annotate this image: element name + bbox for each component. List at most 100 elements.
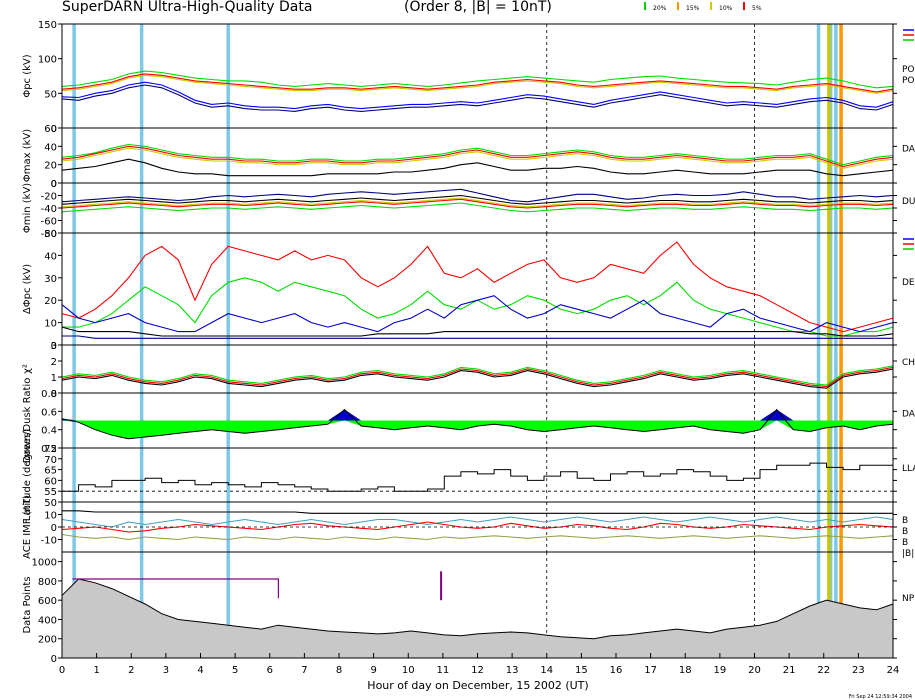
figure-subtitle: (Order 8, |B| = 10nT)	[404, 0, 552, 15]
x-axis: 0 1 2 3 4 5 6 7 8 9 10 11 12 13 14 15 16 17 18 19 20 21 22 23 24	[59, 653, 900, 676]
x-tick-label: 20	[748, 665, 761, 676]
series-line	[61, 70, 894, 89]
y-tick-label: 0	[51, 124, 57, 135]
x-tick-label: 24	[887, 665, 900, 676]
x-tick-label: 1	[93, 665, 99, 676]
y-tick-label: 0.4	[41, 426, 57, 437]
y-tick-label: 75	[44, 444, 57, 455]
series-line	[61, 84, 894, 112]
y-tick-label: 400	[38, 615, 57, 626]
series-line	[61, 241, 894, 333]
y-tick-label: 20	[44, 161, 57, 172]
series-line	[61, 81, 894, 110]
panel-dawn-dusk: 0.2 0.4 0.6 0.8 Dawn/Dusk Ratio DA	[22, 378, 915, 464]
x-tick-label: 13	[506, 665, 519, 676]
panel-dphi-pc: 0 10 20 30 40 50 ΔΦpc (kV) DE	[22, 229, 915, 352]
panel-data-points: 0 200 400 600 800 1000 Data Points NP	[22, 551, 915, 665]
x-tick-label: 7	[301, 665, 307, 676]
y-tick-label: 0	[51, 179, 57, 190]
y-tick-label: 2	[51, 357, 57, 368]
series-line	[62, 510, 893, 514]
y-tick-label: -10	[41, 536, 57, 547]
right-label: B	[902, 516, 908, 526]
legend-label: 20%	[653, 5, 667, 12]
series-line	[61, 194, 894, 205]
series-line	[61, 74, 894, 94]
panel-phi-min: -80-60 -40-20 0 Φmin (kV) DU	[22, 179, 915, 240]
y-tick-label: 70	[44, 455, 57, 466]
y-tick-label: 50	[44, 229, 57, 240]
series-line	[61, 73, 894, 93]
latitude-line	[62, 462, 894, 492]
ratio-line	[61, 408, 894, 440]
series-line	[61, 533, 894, 541]
x-axis-label: Hour of day on December, 15 2002 (UT)	[367, 679, 588, 692]
y-axis-label: Φmax (kV)	[22, 129, 33, 182]
panel-phi-max: 0 20 40 60 Φmax (kV) DA	[22, 124, 915, 190]
y-tick-label: 0	[51, 654, 57, 665]
panel-frame	[61, 127, 894, 184]
series-line	[61, 368, 894, 389]
y-tick-label: 20	[44, 296, 57, 307]
legend-label: 10%	[719, 5, 733, 12]
y-tick-label: 3	[51, 341, 57, 352]
series-line	[61, 366, 894, 388]
x-tick-label: 23	[852, 665, 865, 676]
y-tick-label: -60	[41, 217, 57, 228]
y-tick-label: 40	[44, 251, 57, 262]
highlight-bands	[72, 24, 843, 658]
x-tick-label: 8	[336, 665, 342, 676]
right-label: CH	[902, 358, 915, 368]
legend-label: 15%	[686, 5, 700, 12]
x-tick-label: 9	[370, 665, 376, 676]
series-line	[61, 202, 894, 213]
y-tick-label: -20	[41, 192, 57, 203]
y-tick-label: 40	[44, 142, 57, 153]
y-tick-label: 1	[51, 373, 57, 384]
series-line	[61, 147, 894, 169]
right-label: DE	[902, 278, 915, 288]
y-axis-label: Data Points	[22, 576, 33, 633]
series-line	[61, 158, 894, 177]
right-label: DU	[902, 197, 915, 207]
y-tick-label: 600	[38, 596, 57, 607]
y-tick-label: 0.2	[41, 444, 57, 455]
series-line	[61, 295, 894, 333]
y-tick-label: 60	[44, 124, 57, 135]
right-label: LLA	[902, 464, 915, 474]
y-tick-label: 50	[44, 498, 57, 509]
y-tick-label: 55	[44, 487, 57, 498]
y-tick-label: 60	[44, 476, 57, 487]
x-tick-label: 11	[437, 665, 450, 676]
x-tick-label: 17	[644, 665, 657, 676]
purple-trace	[72, 578, 279, 599]
figure-timestamp: Fri Sep 24 12:59:34 2004	[849, 694, 912, 700]
right-label: NP	[902, 594, 915, 604]
series-line	[61, 365, 894, 386]
panel-frame	[61, 447, 894, 503]
series-line	[61, 326, 894, 337]
x-tick-label: 0	[59, 665, 65, 676]
x-tick-label: 21	[783, 665, 796, 676]
y-tick-label: 50	[44, 89, 57, 100]
series-line	[61, 145, 894, 168]
y-tick-label: 65	[44, 466, 57, 477]
x-tick-label: 18	[679, 665, 692, 676]
y-tick-label: 150	[38, 20, 57, 31]
right-label: DA	[902, 145, 915, 155]
right-label: |B|	[902, 549, 914, 559]
right-label: B	[902, 538, 908, 548]
x-tick-label: 6	[267, 665, 273, 676]
right-label: PO	[902, 76, 915, 86]
y-tick-label: 0.8	[41, 389, 57, 400]
y-axis-label: Dawn/Dusk Ratio	[22, 378, 33, 464]
y-tick-label: 10	[44, 319, 57, 330]
y-tick-label: 0	[51, 389, 57, 400]
y-tick-label: 200	[38, 635, 57, 646]
data-points-area	[61, 578, 894, 659]
x-tick-label: 2	[128, 665, 134, 676]
y-axis-label: Φmin (kV)	[22, 183, 33, 233]
